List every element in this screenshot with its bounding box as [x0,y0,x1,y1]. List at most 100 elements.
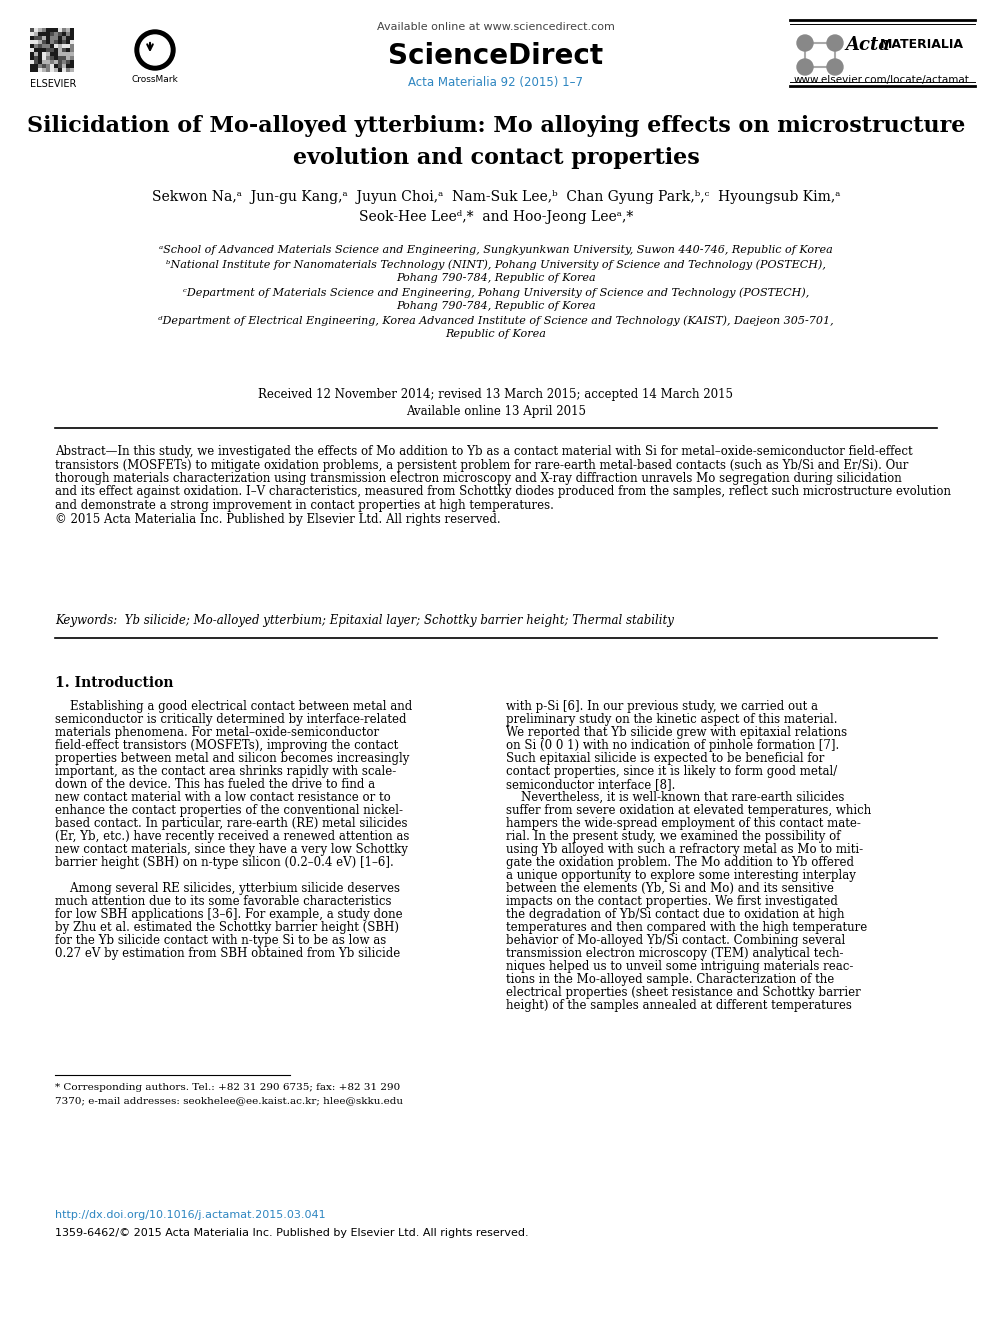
Text: and its effect against oxidation. I–V characteristics, measured from Schottky di: and its effect against oxidation. I–V ch… [55,486,951,499]
Bar [54,48,58,52]
Bar [34,44,38,48]
Text: ᶜDepartment of Materials Science and Engineering, Pohang University of Science a: ᶜDepartment of Materials Science and Eng… [183,287,809,298]
Bar [34,32,38,36]
Bar [38,32,42,36]
Bar [30,40,34,44]
Bar [62,48,65,52]
Text: based contact. In particular, rare-earth (RE) metal silicides: based contact. In particular, rare-earth… [55,818,408,830]
Bar [38,64,42,67]
Bar [62,44,65,48]
Text: CrossMark: CrossMark [132,75,179,83]
Bar [66,52,69,56]
Bar [50,28,54,32]
Bar [50,48,54,52]
Bar [70,52,73,56]
Bar [58,67,62,71]
Bar [42,36,46,40]
Bar [46,67,50,71]
Text: We reported that Yb silicide grew with epitaxial relations: We reported that Yb silicide grew with e… [506,726,847,740]
Text: enhance the contact properties of the conventional nickel-: enhance the contact properties of the co… [55,804,403,818]
Bar [34,67,38,71]
Text: niques helped us to unveil some intriguing materials reac-: niques helped us to unveil some intrigui… [506,960,853,972]
Bar [34,36,38,40]
Bar [66,44,69,48]
Text: contact properties, since it is likely to form good metal/: contact properties, since it is likely t… [506,765,837,778]
Bar [70,56,73,60]
Text: a unique opportunity to explore some interesting interplay: a unique opportunity to explore some int… [506,869,856,882]
Text: by Zhu et al. estimated the Schottky barrier height (SBH): by Zhu et al. estimated the Schottky bar… [55,921,399,934]
Bar [54,36,58,40]
Bar [70,36,73,40]
Bar [50,40,54,44]
Bar [70,40,73,44]
Text: 7370; e-mail addresses: seokhelee@ee.kaist.ac.kr; hlee@skku.edu: 7370; e-mail addresses: seokhelee@ee.kai… [55,1095,403,1105]
Bar [46,28,50,32]
Text: down of the device. This has fueled the drive to find a: down of the device. This has fueled the … [55,778,375,791]
Text: http://dx.doi.org/10.1016/j.actamat.2015.03.041: http://dx.doi.org/10.1016/j.actamat.2015… [55,1211,325,1220]
Bar [66,40,69,44]
Text: ᵃSchool of Advanced Materials Science and Engineering, Sungkyunkwan University, : ᵃSchool of Advanced Materials Science an… [159,245,833,255]
Bar [30,36,34,40]
Text: 0.27 eV by estimation from SBH obtained from Yb silicide: 0.27 eV by estimation from SBH obtained … [55,947,400,960]
Bar [46,60,50,64]
Text: transistors (MOSFETs) to mitigate oxidation problems, a persistent problem for r: transistors (MOSFETs) to mitigate oxidat… [55,459,909,471]
Bar [30,60,34,64]
Text: Pohang 790-784, Republic of Korea: Pohang 790-784, Republic of Korea [396,273,596,283]
Bar [38,52,42,56]
Bar [50,56,54,60]
Bar [46,40,50,44]
Text: gate the oxidation problem. The Mo addition to Yb offered: gate the oxidation problem. The Mo addit… [506,856,854,869]
Bar [70,28,73,32]
Bar [46,36,50,40]
Bar [50,67,54,71]
Text: much attention due to its some favorable characteristics: much attention due to its some favorable… [55,894,392,908]
Bar [66,56,69,60]
Text: suffer from severe oxidation at elevated temperatures, which: suffer from severe oxidation at elevated… [506,804,871,818]
Bar [70,64,73,67]
Text: ᵇNational Institute for Nanomaterials Technology (NINT), Pohang University of Sc: ᵇNational Institute for Nanomaterials Te… [166,259,826,270]
Text: impacts on the contact properties. We first investigated: impacts on the contact properties. We fi… [506,894,838,908]
Text: hampers the wide-spread employment of this contact mate-: hampers the wide-spread employment of th… [506,818,861,830]
Bar [42,44,46,48]
Bar [46,52,50,56]
Bar [62,64,65,67]
Bar [66,67,69,71]
Bar [34,60,38,64]
Bar [30,67,34,71]
Bar [46,48,50,52]
Circle shape [827,34,843,52]
Text: evolution and contact properties: evolution and contact properties [293,147,699,169]
Bar [30,48,34,52]
Text: height) of the samples annealed at different temperatures: height) of the samples annealed at diffe… [506,999,852,1012]
Text: Acta: Acta [845,36,890,54]
Bar [50,44,54,48]
Text: semiconductor is critically determined by interface-related: semiconductor is critically determined b… [55,713,407,726]
Bar [58,64,62,67]
Bar [70,44,73,48]
Bar [42,28,46,32]
Text: with p-Si [6]. In our previous study, we carried out a: with p-Si [6]. In our previous study, we… [506,700,818,713]
Circle shape [797,60,813,75]
Text: tions in the Mo-alloyed sample. Characterization of the: tions in the Mo-alloyed sample. Characte… [506,972,834,986]
Bar [30,28,34,32]
Circle shape [135,30,175,70]
Text: Keywords:  Yb silicide; Mo-alloyed ytterbium; Epitaxial layer; Schottky barrier : Keywords: Yb silicide; Mo-alloyed ytterb… [55,614,674,627]
Text: Available online at www.sciencedirect.com: Available online at www.sciencedirect.co… [377,22,615,32]
Text: Nevertheless, it is well-known that rare-earth silicides: Nevertheless, it is well-known that rare… [506,791,844,804]
Bar [34,28,38,32]
Bar [30,56,34,60]
Text: field-effect transistors (MOSFETs), improving the contact: field-effect transistors (MOSFETs), impr… [55,740,398,751]
Bar [66,32,69,36]
Bar [34,56,38,60]
Text: Acta Materialia 92 (2015) 1–7: Acta Materialia 92 (2015) 1–7 [409,75,583,89]
Bar [30,64,34,67]
Bar [70,48,73,52]
Bar [42,64,46,67]
Text: the degradation of Yb/Si contact due to oxidation at high: the degradation of Yb/Si contact due to … [506,908,844,921]
Text: behavior of Mo-alloyed Yb/Si contact. Combining several: behavior of Mo-alloyed Yb/Si contact. Co… [506,934,845,947]
Bar [46,44,50,48]
Bar [38,56,42,60]
Text: for the Yb silicide contact with n-type Si to be as low as: for the Yb silicide contact with n-type … [55,934,386,947]
Bar [38,36,42,40]
Bar [34,48,38,52]
